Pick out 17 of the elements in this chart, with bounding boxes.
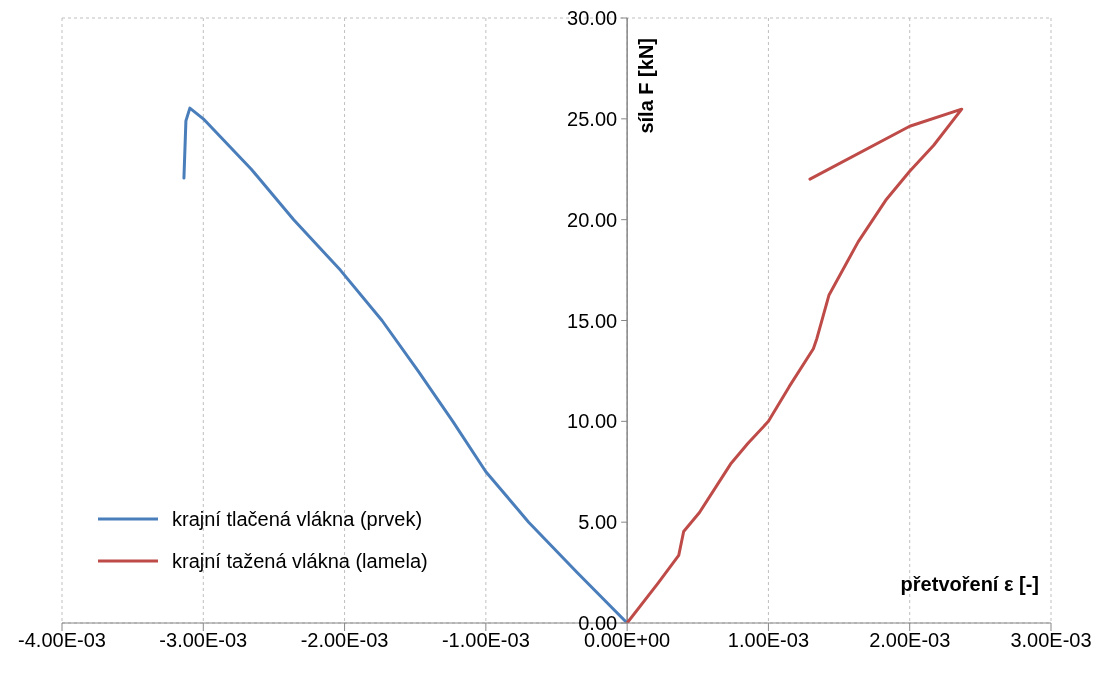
x-tick-label: -1.00E-03 [441,629,530,652]
x-tick-label: 3.00E-03 [1010,629,1092,652]
legend-label: krajní tlačená vlákna (prvek) [172,507,423,531]
y-axis-title: síla F [kN] [635,38,659,134]
x-tick-label: -2.00E-03 [300,629,389,652]
legend-label: krajní tažená vlákna (lamela) [172,549,428,573]
y-tick-label: 5.00 [578,511,618,534]
y-tick-label: 20.00 [567,208,618,231]
y-tick-label: 30.00 [567,7,618,29]
y-tick-label: 25.00 [567,107,618,130]
x-tick-label: -3.00E-03 [159,629,248,652]
x-tick-label: 2.00E-03 [869,629,951,652]
y-tick-label: 15.00 [567,309,618,332]
x-axis-title: přetvoření ε [-] [900,573,1039,596]
x-tick-label: -4.00E-03 [18,629,106,652]
x-tick-label: 1.00E-03 [727,629,810,652]
y-tick-label: 10.00 [567,410,618,433]
